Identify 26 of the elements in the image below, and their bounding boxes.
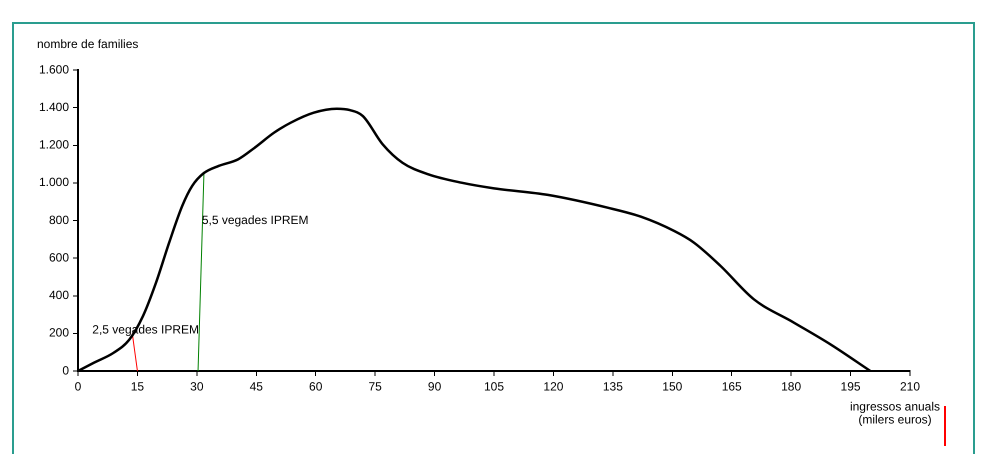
x-tick-label: 75 (368, 380, 382, 394)
x-tick-label: 120 (543, 380, 564, 394)
x-tick-label: 15 (130, 380, 144, 394)
x-tick-label: 210 (900, 380, 920, 394)
x-tick-label: 150 (662, 380, 683, 394)
y-tick-label: 1.600 (38, 62, 70, 76)
x-tick-label: 90 (428, 380, 442, 394)
y-tick-label: 400 (48, 288, 70, 302)
x-tick-label: 30 (190, 380, 204, 394)
x-tick-label: 165 (722, 380, 742, 394)
x-tick-label: 0 (74, 380, 82, 394)
y-tick-label: 200 (48, 326, 70, 340)
y-tick-label: 1.400 (38, 100, 70, 114)
y-axis-title: nombre de families (37, 37, 138, 51)
y-tick-label: 1.200 (38, 138, 70, 152)
y-tick-label: 0 (62, 363, 70, 378)
x-tick-label: 60 (309, 380, 323, 394)
x-tick-label: 135 (602, 380, 624, 394)
x-tick-label: 45 (250, 380, 264, 394)
x-tick-label: 195 (840, 380, 861, 394)
y-tick-label: 1.000 (38, 175, 70, 190)
x-axis-title: ingressos anuals (milers euros) (850, 399, 940, 426)
x-tick-label: 105 (484, 380, 504, 394)
y-tick-label: 600 (48, 250, 70, 264)
y-tick-label: 800 (48, 212, 70, 227)
x-tick-label: 180 (781, 380, 802, 394)
